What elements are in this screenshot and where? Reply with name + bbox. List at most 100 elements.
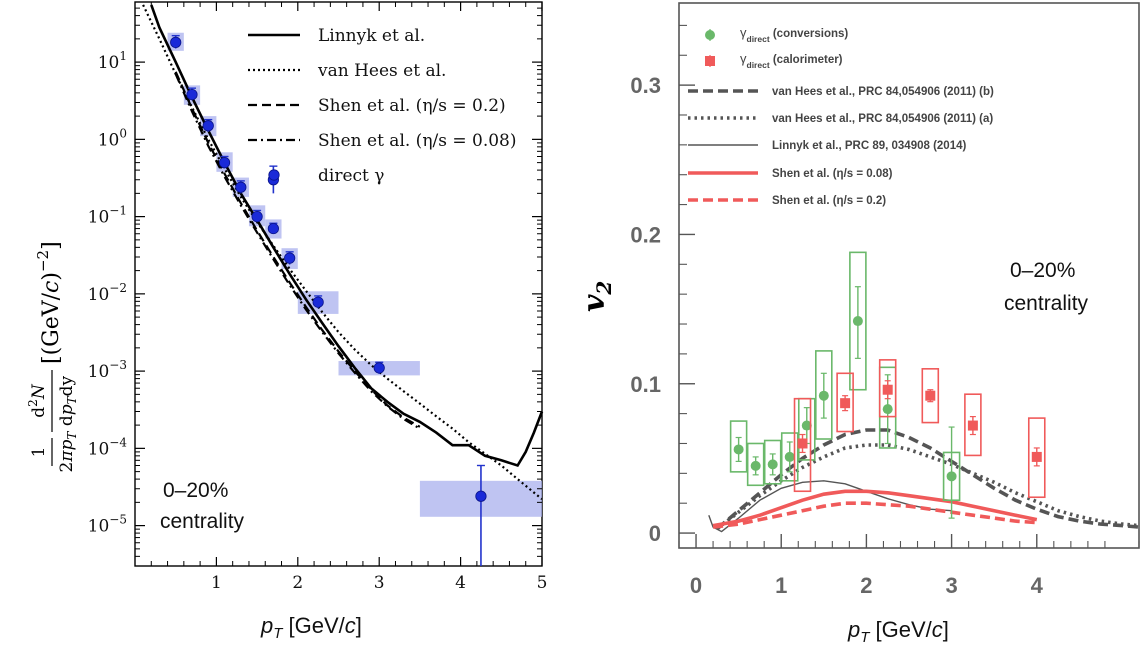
- left-y-tick-label: 10−4: [88, 435, 128, 459]
- left-data-point: [170, 36, 182, 48]
- right-data-point-calorimeter: [967, 420, 978, 431]
- right-y-tick-label: 0.3: [630, 73, 661, 98]
- right-legend-label-line-2: van Hees et al., PRC 84,054906 (2011) (a…: [772, 113, 993, 125]
- right-data-point-calorimeter: [882, 384, 893, 395]
- right-syst-box: [729, 420, 748, 473]
- left-y-tick-label: 101: [98, 49, 127, 73]
- left-legend: Linnyk et al. van Hees et al. Shen et al. …: [248, 26, 517, 186]
- left-data-point: [202, 120, 214, 132]
- svg-text:2πpT: 2πpT: [57, 431, 79, 473]
- right-legend-label-data-2: γdirect (calorimeter): [740, 51, 843, 70]
- right-x-tick-label: 1: [775, 573, 787, 598]
- right-data-point-conversions: [750, 460, 761, 471]
- right-annotation-line1: 0–20%: [1010, 259, 1075, 282]
- left-annotation-line2: centrality: [160, 510, 245, 533]
- right-data-point-conversions: [767, 459, 778, 470]
- right-data-point-conversions: [882, 404, 893, 415]
- left-legend-marker: [268, 169, 280, 181]
- left-y-tick-label: 10−2: [88, 281, 127, 305]
- left-data-point: [267, 222, 279, 235]
- left-x-tick-label: 3: [374, 573, 385, 593]
- right-panel: 0 1 2 3 400.10.20.3 γdirect (conversions)γdi…: [577, 2, 1140, 645]
- right-data-point-conversions: [852, 316, 863, 327]
- left-panel: 1 2 3 4 5 101 100 10−1 10−2 10−3 10−4 10−5 Linnyk e…: [26, 1, 548, 642]
- right-series-line-4: [712, 489, 1038, 528]
- left-data-point: [284, 252, 296, 264]
- left-data-point: [251, 211, 263, 223]
- right-syst-box: [763, 439, 782, 485]
- right-plot-frame: [678, 2, 1140, 549]
- right-syst-box: [878, 359, 897, 418]
- right-y-axis-label: v2: [577, 281, 616, 312]
- left-series-line-1: [150, 4, 544, 468]
- right-legend-marker-circle: [705, 30, 715, 40]
- left-series-line-4: [174, 73, 421, 430]
- left-plot-frame: [134, 1, 543, 567]
- left-data-point: [235, 181, 247, 193]
- right-legend: γdirect (conversions) γdirect (calorimete…: [688, 25, 994, 207]
- right-data-point-calorimeter: [925, 390, 936, 401]
- right-syst-box: [1027, 417, 1046, 499]
- right-series-line-2: [716, 443, 1140, 531]
- right-legend-label-line-3: Linnyk et al., PRC 89, 034908 (2014): [772, 140, 966, 152]
- right-syst-box: [780, 432, 799, 482]
- left-y-axis-label: 1 2πpT d2N dpTdy [(GeV/c)−2]: [26, 241, 79, 472]
- right-legend-label-data-1: γdirect (conversions): [740, 25, 848, 44]
- right-x-tick-label: 2: [860, 573, 872, 598]
- svg-text:dpTdy: dpTdy: [57, 375, 79, 426]
- left-y-tick-label: 100: [98, 126, 127, 150]
- svg-text:d2N: d2N: [26, 383, 49, 418]
- right-data-point-conversions: [818, 390, 829, 401]
- right-data-point-conversions: [784, 451, 795, 462]
- right-x-tick-label: 3: [945, 573, 957, 598]
- left-legend-label-3: Shen et al. (η/s = 0.2): [318, 96, 506, 116]
- right-data-point-calorimeter: [1031, 451, 1042, 462]
- right-data-point-conversions: [733, 444, 744, 455]
- left-data-point: [312, 296, 324, 308]
- right-x-tick-label: 0: [690, 573, 702, 598]
- left-legend-label-2: van Hees et al.: [317, 61, 446, 81]
- right-syst-box: [793, 397, 812, 493]
- left-data-point: [373, 362, 385, 374]
- left-legend-label-1: Linnyk et al.: [318, 26, 425, 46]
- left-y-tick-label: 10−5: [88, 513, 127, 537]
- left-legend-label-5: direct γ: [318, 166, 384, 186]
- right-syst-box: [836, 372, 854, 433]
- right-legend-label-line-5: Shen et al. (η/s = 0.2): [772, 195, 886, 207]
- right-y-tick-label: 0.1: [630, 372, 661, 397]
- svg-text:1: 1: [29, 447, 49, 458]
- right-y-tick-label: 0.2: [630, 222, 661, 247]
- right-syst-box: [921, 368, 940, 424]
- left-x-tick-label: 2: [292, 573, 303, 593]
- left-x-axis-label: pT [GeV/c]: [260, 613, 362, 642]
- right-data-point-conversions: [946, 471, 957, 482]
- right-data-point-conversions: [801, 420, 812, 431]
- right-data-point-calorimeter: [797, 438, 808, 449]
- left-legend-label-4: Shen et al. (η/s = 0.08): [318, 131, 517, 151]
- right-series-line-1: [716, 428, 1140, 530]
- right-syst-box: [964, 393, 982, 457]
- right-legend-label-line-1: van Hees et al., PRC 84,054906 (2011) (b…: [772, 86, 994, 98]
- right-x-axis-label: pT [GeV/c]: [847, 617, 949, 645]
- left-y-tick-label: 10−1: [88, 204, 127, 228]
- right-legend-marker-square: [705, 56, 715, 66]
- left-data-point: [475, 490, 487, 502]
- right-series-line-5: [712, 501, 1037, 529]
- left-annotation-line1: 0–20%: [163, 479, 228, 502]
- left-x-tick-label: 5: [537, 573, 548, 593]
- right-annotation-line2: centrality: [1004, 292, 1089, 315]
- svg-text:[(GeV/c)−2]: [(GeV/c)−2]: [34, 241, 64, 364]
- left-data-point: [218, 157, 231, 169]
- left-y-tick-label: 10−3: [88, 358, 127, 382]
- right-y-tick-label: 0: [649, 521, 661, 546]
- right-syst-box: [815, 350, 833, 440]
- left-x-tick-label: 1: [211, 573, 222, 593]
- left-x-tick-label: 4: [455, 573, 466, 593]
- right-syst-box: [746, 442, 765, 487]
- right-series-line-3: [708, 480, 952, 533]
- right-x-tick-label: 4: [1031, 573, 1044, 598]
- right-data-point-calorimeter: [840, 398, 851, 409]
- right-legend-label-line-4: Shen et al. (η/s = 0.08): [772, 168, 893, 180]
- right-syst-box: [849, 251, 867, 391]
